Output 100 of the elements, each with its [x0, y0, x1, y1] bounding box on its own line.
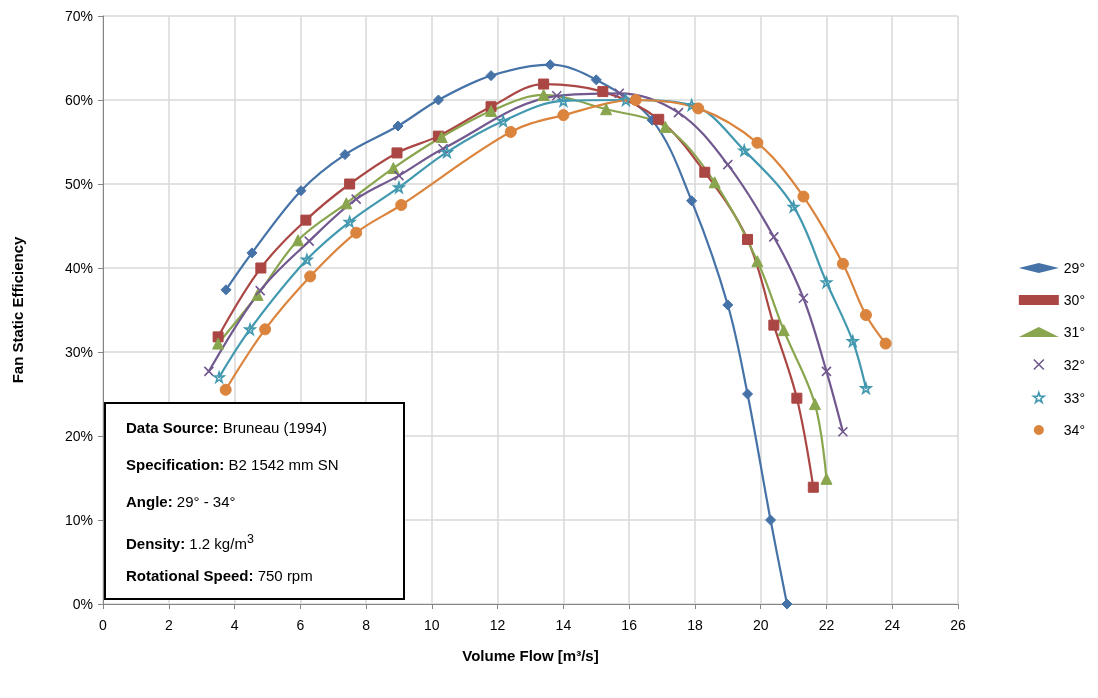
y-axis-title: Fan Static Efficiency [9, 235, 26, 384]
point [537, 88, 550, 101]
point [686, 195, 698, 207]
point [590, 74, 602, 86]
point [692, 102, 705, 115]
point [391, 147, 403, 159]
point [653, 113, 665, 125]
x-tick-label: 4 [230, 617, 239, 633]
point [708, 176, 721, 189]
point [738, 144, 751, 157]
x-tick-label: 12 [489, 617, 506, 633]
point [797, 190, 810, 203]
point [220, 284, 232, 296]
y-tick-label: 10% [64, 512, 93, 528]
point [820, 276, 833, 289]
point [751, 255, 764, 268]
point [751, 136, 764, 149]
x-tick-label: 26 [950, 617, 966, 633]
point [435, 130, 448, 143]
point [255, 262, 267, 274]
point [791, 392, 803, 404]
point [768, 231, 780, 243]
point [699, 166, 711, 178]
point [203, 366, 215, 377]
point [344, 178, 356, 190]
point [350, 226, 363, 239]
point [742, 388, 754, 400]
point [808, 398, 821, 411]
point [781, 598, 793, 610]
x-tick-label: 18 [687, 617, 703, 633]
x-tick-label: 6 [296, 617, 305, 633]
point [659, 120, 672, 133]
point [551, 90, 563, 102]
point [485, 70, 497, 82]
point [393, 170, 405, 181]
point [673, 107, 684, 118]
point [821, 366, 832, 377]
legend-label: 31° [1063, 324, 1085, 340]
y-tick-label: 40% [64, 260, 93, 276]
x-tick-label: 22 [818, 617, 835, 633]
point [597, 86, 609, 98]
y-tick-label: 70% [64, 8, 93, 24]
point [837, 426, 849, 438]
legend-label: 33° [1063, 389, 1085, 406]
annotation: Specification: B2 1542 mm SN [126, 456, 339, 473]
point [836, 257, 849, 270]
point [557, 109, 570, 122]
point [600, 103, 613, 116]
point [350, 193, 362, 205]
x-tick-label: 20 [752, 617, 769, 633]
annotation: Data Source: Bruneau (1994) [126, 419, 327, 436]
point [300, 214, 312, 226]
point [292, 234, 305, 247]
point [787, 200, 800, 213]
legend-label: 30° [1063, 292, 1085, 308]
legend-label: 34° [1063, 422, 1085, 438]
point [437, 143, 449, 155]
x-axis-title: Volume Flow [m³/s] [462, 647, 599, 664]
annotation: Angle: 29° - 34° [126, 493, 236, 510]
point [295, 185, 307, 197]
x-tick-label: 8 [362, 617, 371, 633]
x-tick-label: 24 [884, 617, 901, 633]
point [254, 285, 266, 296]
point [722, 159, 734, 170]
point [340, 197, 353, 210]
point [387, 162, 400, 175]
point [246, 247, 258, 259]
x-tick-label: 14 [555, 617, 572, 633]
y-tick-label: 0% [72, 596, 93, 612]
point [392, 120, 404, 132]
point [765, 514, 777, 526]
point [219, 383, 232, 396]
point [629, 94, 642, 106]
x-tick-label: 10 [424, 617, 440, 633]
point [807, 481, 819, 493]
y-tick-label: 50% [64, 176, 93, 192]
point [303, 235, 315, 247]
point [777, 324, 790, 337]
y-tick-label: 60% [64, 92, 93, 108]
point [339, 149, 351, 161]
x-tick-label: 2 [164, 617, 173, 633]
point [538, 78, 550, 90]
point [613, 87, 625, 99]
point [212, 337, 225, 350]
annotation: Density: 1.2 kg/m$^{3}$ [126, 532, 254, 552]
point [722, 299, 734, 311]
point [504, 125, 517, 138]
point [798, 292, 809, 304]
legend-label: 32° [1063, 356, 1085, 373]
point [768, 319, 780, 331]
x-tick-label: 16 [621, 617, 638, 633]
y-tick-label: 30% [64, 344, 93, 360]
annotation: Rotational Speed: 750 rpm [126, 567, 313, 584]
point [742, 233, 754, 245]
point [395, 199, 408, 211]
point [259, 323, 272, 336]
x-tick-label: 0 [99, 617, 108, 633]
point [432, 94, 444, 106]
point [859, 309, 872, 322]
legend-label: 29° [1063, 260, 1085, 276]
